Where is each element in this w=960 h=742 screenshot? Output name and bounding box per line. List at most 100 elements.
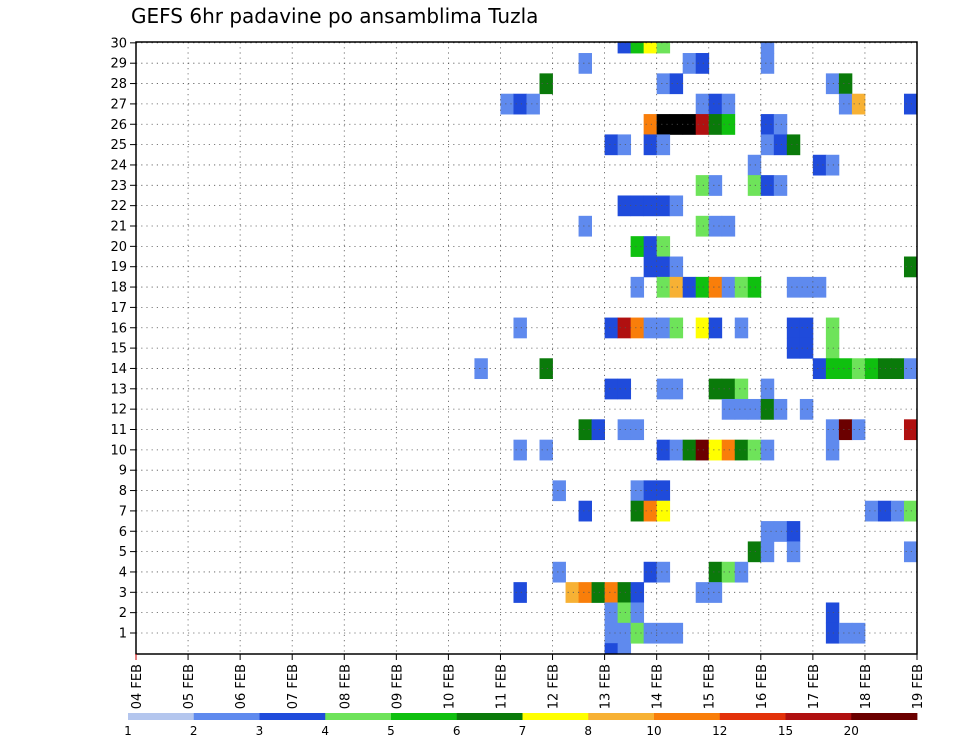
precip-cell — [838, 622, 853, 644]
chart-title: GEFS 6hr padavine po ansamblima Tuzla — [131, 4, 539, 28]
precip-cell — [695, 317, 710, 339]
precip-cell — [682, 114, 697, 135]
precip-cell — [734, 398, 749, 420]
precip-cell — [669, 73, 684, 95]
precip-cell — [903, 93, 918, 115]
precip-cell — [695, 93, 710, 115]
precip-cell — [851, 93, 866, 115]
y-tick-label: 13 — [110, 382, 127, 397]
precip-cell — [903, 256, 918, 278]
precip-cell — [812, 276, 827, 298]
precip-cell — [617, 622, 632, 644]
precip-cell — [747, 154, 762, 176]
precip-cell — [630, 42, 645, 54]
x-tick-label: 17 FEB — [807, 664, 822, 709]
precip-cell — [838, 358, 853, 380]
y-tick-label: 6 — [119, 525, 127, 540]
precip-cell — [617, 42, 632, 54]
y-tick-label: 11 — [110, 423, 127, 438]
y-tick-label: 22 — [110, 199, 127, 214]
x-tick-label: 14 FEB — [651, 664, 666, 709]
precip-cell — [513, 317, 527, 339]
y-tick-label: 16 — [110, 321, 127, 336]
precip-cell — [708, 215, 723, 237]
precip-cell — [760, 521, 775, 542]
precip-cell — [604, 317, 619, 339]
precip-cell — [539, 73, 553, 95]
legend-label: 12 — [712, 724, 727, 738]
precip-cell — [721, 398, 736, 420]
precip-cell — [682, 439, 697, 461]
precip-cell — [760, 378, 775, 400]
precip-cell — [760, 114, 775, 135]
precip-cell — [695, 276, 710, 298]
precip-cell — [734, 561, 749, 583]
precip-cell — [773, 134, 788, 156]
y-tick-label: 30 — [110, 36, 127, 51]
precip-cell — [695, 582, 710, 603]
precip-cell — [708, 439, 723, 461]
precip-cell — [643, 114, 658, 135]
precip-cell — [786, 337, 801, 359]
precip-cell — [578, 53, 592, 74]
precip-cell — [682, 53, 697, 74]
x-tick-label: 05 FEB — [182, 664, 197, 709]
cells-layer — [474, 42, 918, 655]
precip-cell — [539, 439, 553, 461]
y-ticks-layer: 1234567891011121314151617181920212223242… — [110, 36, 136, 642]
precip-cell — [656, 500, 671, 522]
y-tick-label: 25 — [110, 138, 127, 153]
precip-cell — [630, 236, 645, 257]
precip-cell — [734, 439, 749, 461]
precip-cell — [669, 276, 684, 298]
y-tick-label: 28 — [110, 77, 127, 92]
legend-swatch — [193, 713, 260, 720]
x-tick-label: 11 FEB — [494, 664, 509, 709]
precip-cell — [903, 541, 918, 563]
precip-cell — [656, 134, 671, 156]
precip-cell — [721, 276, 736, 298]
precip-cell — [825, 602, 840, 624]
legend-swatch — [588, 713, 655, 720]
precip-cell — [773, 398, 788, 420]
precip-cell — [656, 256, 671, 278]
legend-swatch — [391, 713, 458, 720]
precip-cell — [630, 582, 645, 603]
precip-cell — [656, 622, 671, 644]
precip-cell — [747, 175, 762, 196]
precip-cell — [864, 500, 879, 522]
precip-cell — [630, 317, 645, 339]
precip-cell — [617, 643, 632, 655]
precip-cell — [552, 561, 566, 583]
precip-cell — [669, 256, 684, 278]
legend-swatch — [522, 713, 589, 720]
grid-layer — [136, 42, 917, 654]
precip-cell — [617, 134, 632, 156]
precip-cell — [630, 419, 645, 441]
precip-cell — [617, 195, 632, 217]
precip-cell — [682, 276, 697, 298]
precip-cell — [825, 73, 840, 95]
y-tick-label: 1 — [119, 627, 127, 642]
precip-cell — [474, 358, 488, 380]
x-tick-label: 12 FEB — [547, 664, 562, 709]
precip-cell — [643, 561, 658, 583]
precip-cell — [708, 93, 723, 115]
precip-cell — [656, 236, 671, 257]
precip-cell — [656, 378, 671, 400]
x-tick-label: 10 FEB — [442, 664, 457, 709]
precip-cell — [721, 561, 736, 583]
precip-cell — [773, 114, 788, 135]
precip-cell — [669, 195, 684, 217]
precip-cell — [721, 215, 736, 237]
y-tick-label: 10 — [110, 443, 127, 458]
precip-cell — [760, 42, 775, 54]
precip-cell — [617, 378, 632, 400]
precip-cell — [656, 73, 671, 95]
precip-cell — [656, 276, 671, 298]
precip-cell — [708, 378, 723, 400]
precip-cell — [734, 276, 749, 298]
precip-cell — [747, 541, 762, 563]
precip-cell — [656, 480, 671, 502]
